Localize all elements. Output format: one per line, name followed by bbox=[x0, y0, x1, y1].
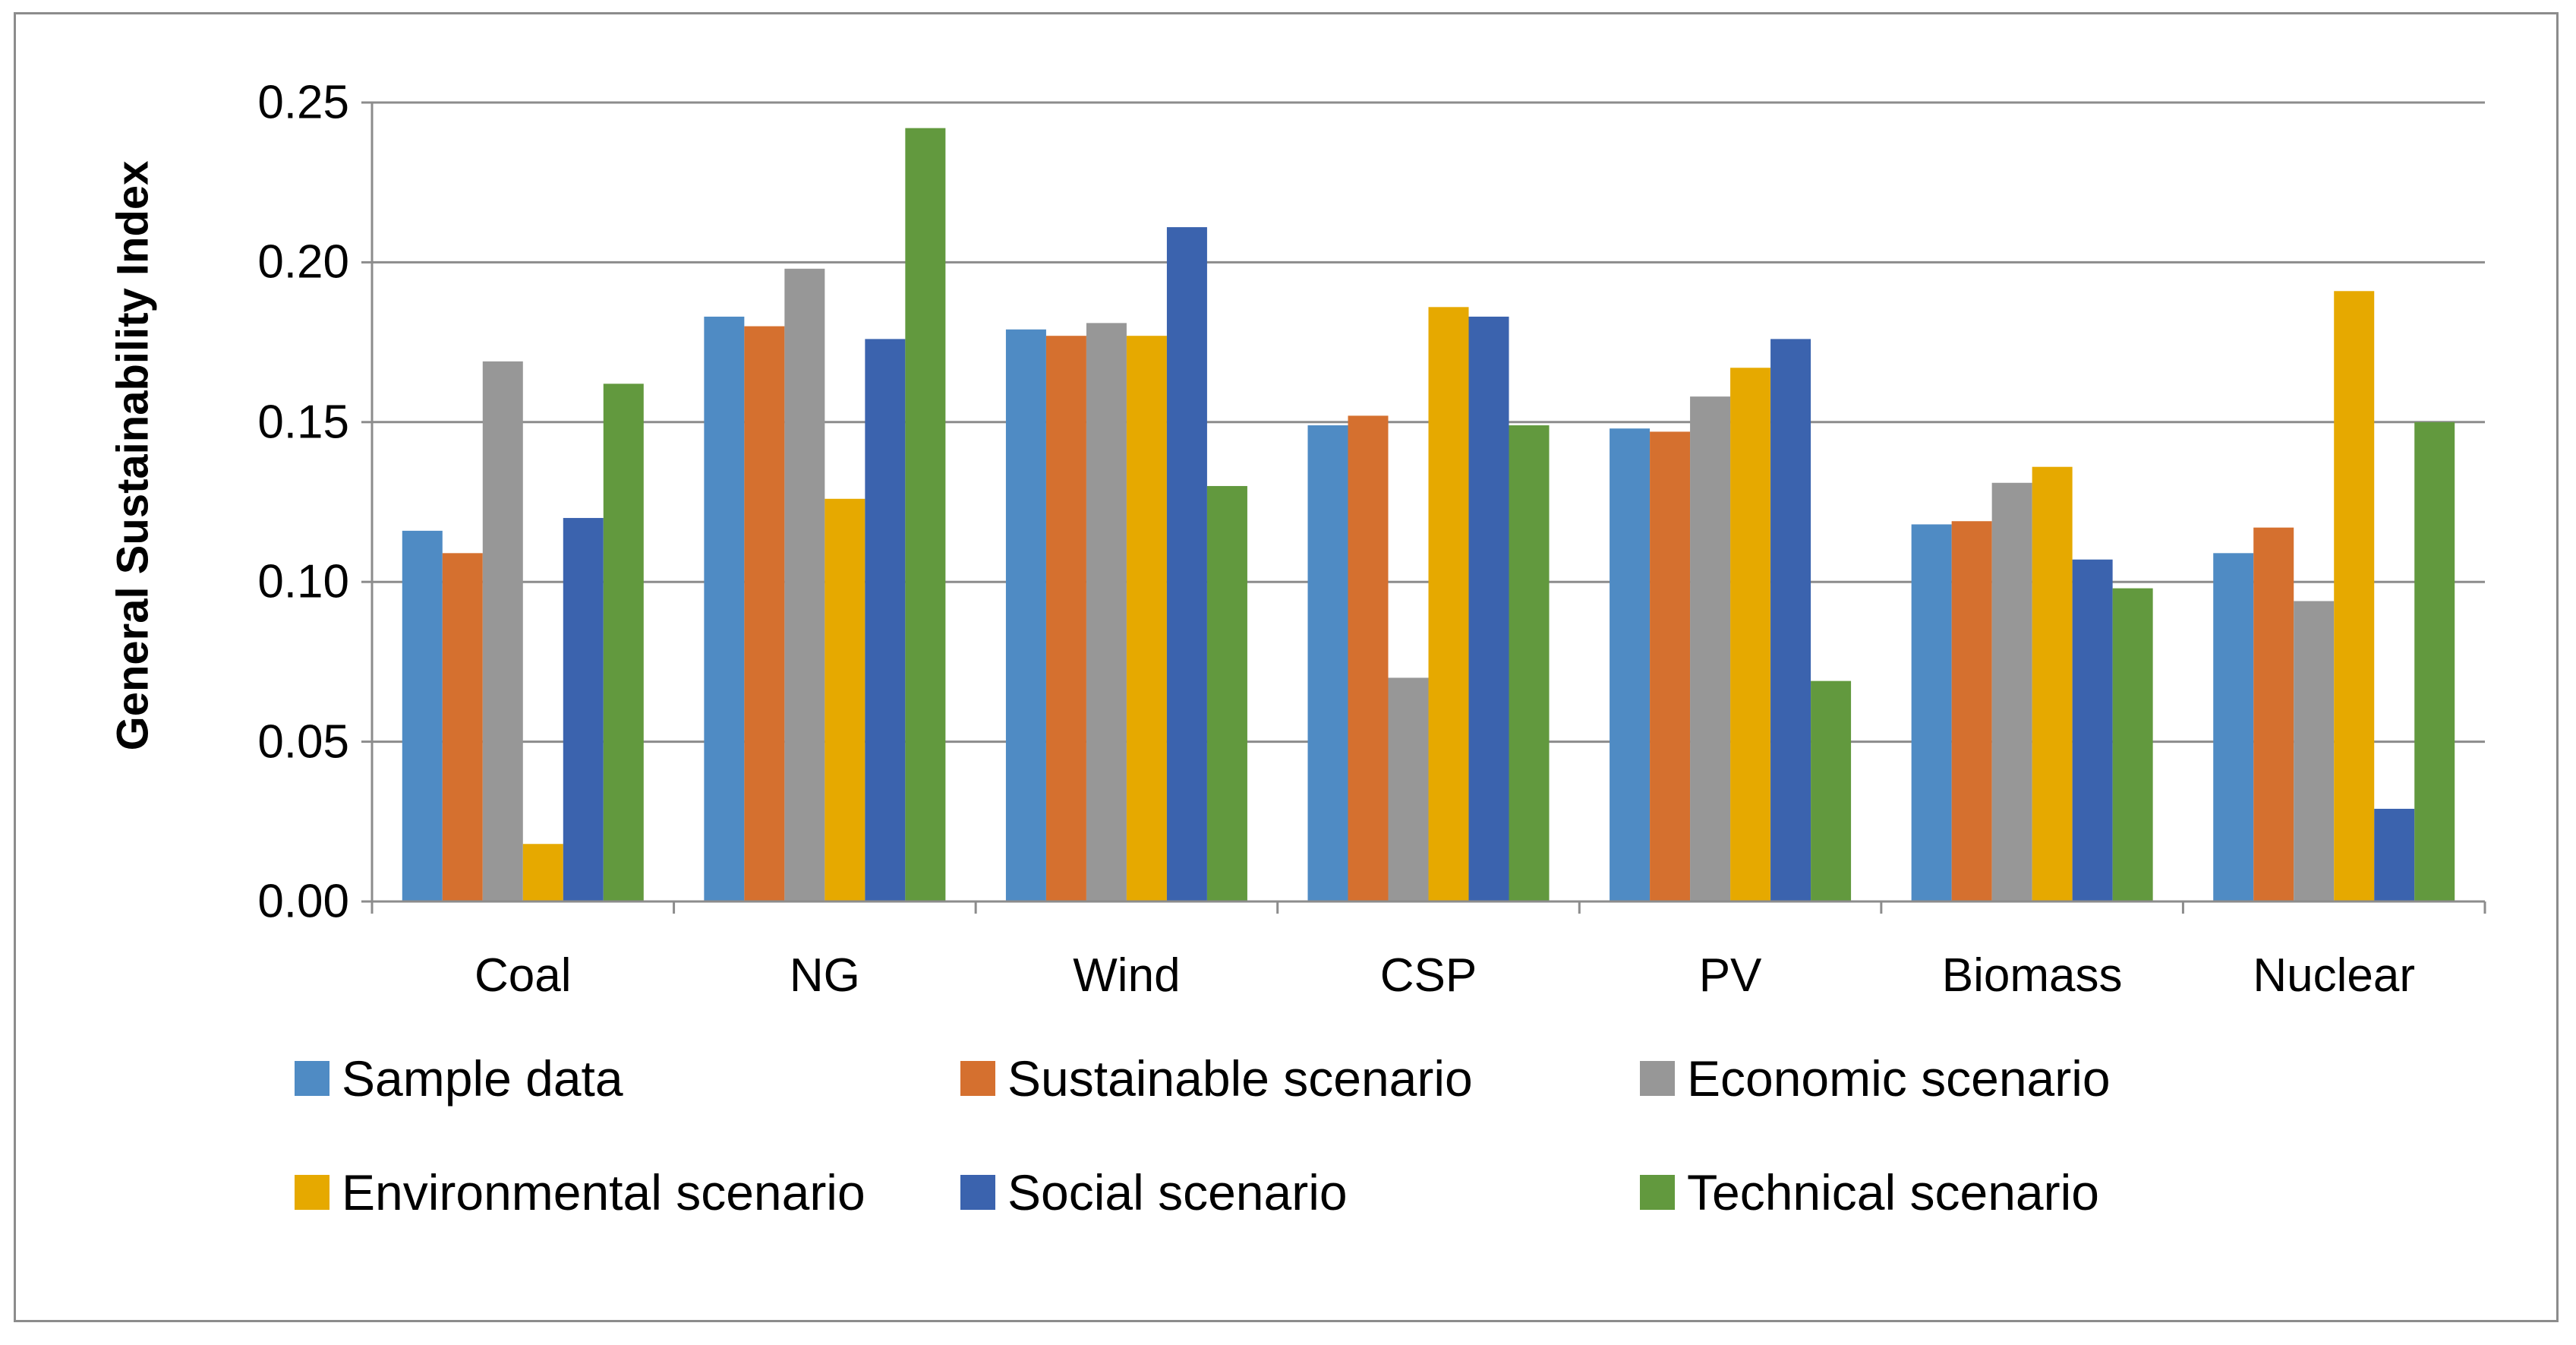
x-tick-label: PV bbox=[1698, 949, 1762, 1002]
bar-ng-sample-data bbox=[704, 316, 745, 901]
y-tick-label: 0.15 bbox=[257, 396, 349, 449]
bar-ng-economic-scenario bbox=[784, 268, 825, 901]
bar-pv-environmental-scenario bbox=[1730, 368, 1771, 901]
bar-coal-technical-scenario bbox=[603, 384, 644, 902]
bar-csp-sustainable-scenario bbox=[1348, 415, 1389, 901]
x-tick-label: Nuclear bbox=[2253, 949, 2416, 1002]
legend-item: Sample data bbox=[295, 1050, 623, 1107]
legend-label: Environmental scenario bbox=[342, 1164, 865, 1220]
bar-nuclear-sustainable-scenario bbox=[2253, 527, 2294, 901]
bar-pv-economic-scenario bbox=[1690, 396, 1731, 901]
legend-swatch bbox=[295, 1061, 329, 1096]
bar-nuclear-technical-scenario bbox=[2414, 421, 2455, 901]
bar-coal-environmental-scenario bbox=[522, 844, 563, 901]
bar-biomass-technical-scenario bbox=[2112, 588, 2153, 901]
legend-swatch bbox=[960, 1175, 995, 1210]
legend-swatch bbox=[295, 1175, 329, 1210]
legend-swatch bbox=[1640, 1061, 1675, 1096]
legend-label: Sample data bbox=[342, 1050, 623, 1107]
bar-coal-social-scenario bbox=[563, 518, 604, 901]
bar-csp-environmental-scenario bbox=[1428, 307, 1469, 901]
bar-pv-sustainable-scenario bbox=[1650, 431, 1691, 901]
x-tick-label: Coal bbox=[475, 949, 572, 1002]
bar-nuclear-sample-data bbox=[2213, 553, 2254, 901]
legend-item: Economic scenario bbox=[1640, 1050, 2111, 1107]
bar-biomass-economic-scenario bbox=[1991, 482, 2032, 901]
x-tick-label: Wind bbox=[1073, 949, 1181, 1002]
legend-item: Sustainable scenario bbox=[960, 1050, 1473, 1107]
legend-label: Technical scenario bbox=[1687, 1164, 2099, 1220]
bar-ng-technical-scenario bbox=[905, 128, 946, 901]
bar-csp-economic-scenario bbox=[1388, 677, 1429, 901]
bar-ng-sustainable-scenario bbox=[744, 326, 785, 901]
bar-wind-technical-scenario bbox=[1206, 485, 1247, 901]
bar-biomass-sample-data bbox=[1911, 524, 1952, 901]
legend-swatch bbox=[960, 1061, 995, 1096]
y-tick-label: 0.20 bbox=[257, 235, 349, 289]
bar-wind-sustainable-scenario bbox=[1045, 336, 1086, 902]
x-tick-label: NG bbox=[789, 949, 860, 1002]
y-axis-label: General Sustainability Index bbox=[108, 160, 158, 751]
bar-coal-economic-scenario bbox=[482, 361, 523, 901]
bar-csp-technical-scenario bbox=[1509, 425, 1550, 901]
legend-swatch bbox=[1640, 1175, 1675, 1210]
y-tick-label: 0.00 bbox=[257, 875, 349, 928]
legend-label: Social scenario bbox=[1007, 1164, 1348, 1220]
legend-item: Environmental scenario bbox=[295, 1163, 865, 1221]
x-tick-label: CSP bbox=[1379, 949, 1477, 1002]
bar-biomass-social-scenario bbox=[2072, 559, 2113, 901]
bar-ng-social-scenario bbox=[865, 339, 906, 902]
legend-label: Sustainable scenario bbox=[1007, 1050, 1473, 1107]
legend-item: Social scenario bbox=[960, 1163, 1348, 1221]
x-tick-label: Biomass bbox=[1941, 949, 2123, 1002]
bar-biomass-environmental-scenario bbox=[2032, 466, 2073, 901]
y-tick-label: 0.10 bbox=[257, 555, 349, 608]
bar-csp-sample-data bbox=[1307, 425, 1348, 901]
legend-label: Economic scenario bbox=[1687, 1050, 2111, 1107]
legend-item: Technical scenario bbox=[1640, 1163, 2099, 1221]
bar-nuclear-economic-scenario bbox=[2294, 601, 2335, 901]
y-tick-label: 0.25 bbox=[257, 76, 349, 129]
bar-nuclear-social-scenario bbox=[2374, 808, 2415, 901]
bar-coal-sample-data bbox=[402, 530, 443, 901]
bar-biomass-sustainable-scenario bbox=[1951, 521, 1992, 901]
bar-wind-sample-data bbox=[1005, 329, 1046, 901]
bar-pv-technical-scenario bbox=[1811, 680, 1852, 901]
bar-wind-social-scenario bbox=[1166, 227, 1207, 901]
bar-pv-social-scenario bbox=[1770, 339, 1811, 902]
bar-ng-environmental-scenario bbox=[825, 498, 865, 901]
bar-coal-sustainable-scenario bbox=[442, 553, 483, 901]
y-tick-label: 0.05 bbox=[257, 715, 349, 769]
bar-nuclear-environmental-scenario bbox=[2334, 291, 2375, 902]
bar-wind-economic-scenario bbox=[1086, 323, 1127, 901]
bar-csp-social-scenario bbox=[1468, 316, 1509, 901]
bar-pv-sample-data bbox=[1610, 428, 1651, 901]
bar-wind-environmental-scenario bbox=[1126, 336, 1167, 902]
